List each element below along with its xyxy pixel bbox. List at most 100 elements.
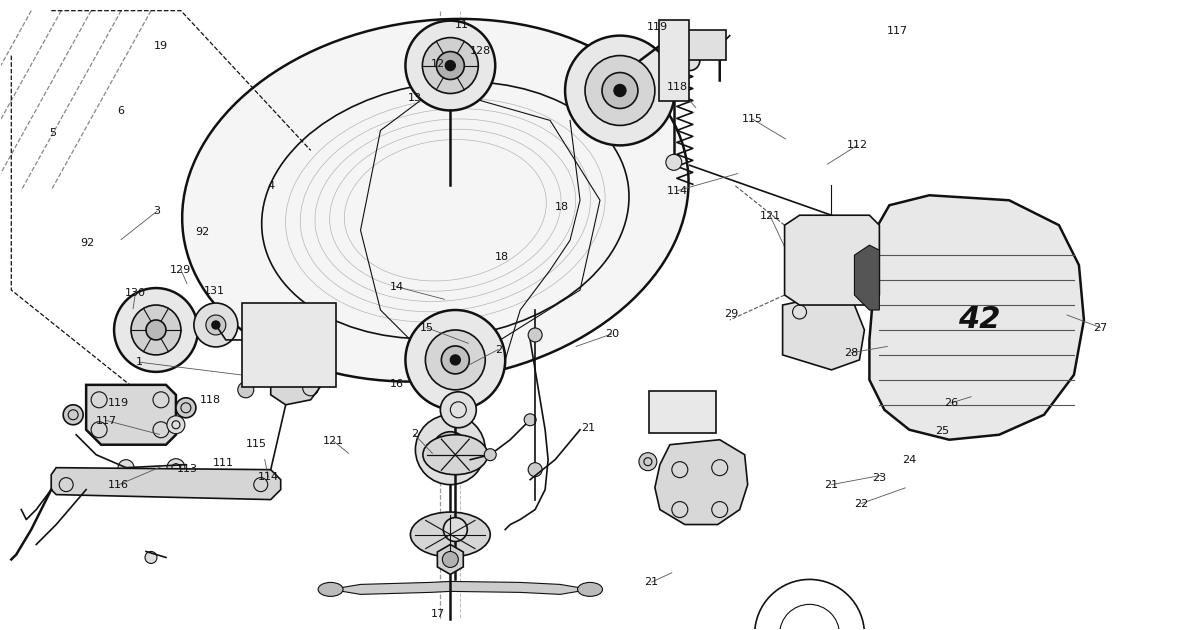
Text: 119: 119	[647, 22, 668, 32]
Circle shape	[432, 432, 468, 467]
Circle shape	[64, 405, 83, 425]
Circle shape	[437, 52, 464, 79]
Text: 21: 21	[581, 423, 595, 433]
Text: 18: 18	[494, 252, 509, 262]
Text: 114: 114	[258, 472, 278, 482]
Text: 4: 4	[268, 181, 275, 191]
Ellipse shape	[318, 582, 343, 597]
Text: 112: 112	[847, 140, 868, 151]
Polygon shape	[655, 440, 748, 525]
Text: 2: 2	[410, 430, 418, 440]
Text: 114: 114	[667, 185, 689, 195]
Text: 115: 115	[246, 439, 266, 449]
Circle shape	[524, 414, 536, 426]
Polygon shape	[854, 245, 880, 310]
Text: 21: 21	[824, 479, 838, 490]
Circle shape	[131, 305, 181, 355]
Text: 16: 16	[390, 379, 403, 389]
Text: 15: 15	[419, 323, 433, 333]
Circle shape	[445, 60, 455, 71]
Circle shape	[118, 460, 134, 476]
Circle shape	[415, 415, 485, 484]
FancyBboxPatch shape	[649, 391, 715, 433]
Text: 19: 19	[154, 41, 168, 51]
Text: 118: 118	[200, 395, 222, 405]
Text: 20: 20	[605, 329, 619, 339]
Text: 115: 115	[742, 114, 762, 124]
Polygon shape	[782, 295, 864, 370]
Text: 18: 18	[554, 202, 569, 212]
Circle shape	[443, 551, 458, 568]
Text: 128: 128	[469, 46, 491, 56]
Circle shape	[425, 330, 485, 390]
FancyBboxPatch shape	[684, 30, 726, 60]
Circle shape	[238, 382, 253, 398]
Text: 5: 5	[49, 128, 56, 138]
Text: 129: 129	[170, 265, 192, 275]
Text: 1: 1	[136, 357, 143, 367]
Text: 14: 14	[389, 282, 403, 292]
Circle shape	[442, 346, 469, 374]
Text: 28: 28	[845, 348, 858, 358]
Circle shape	[602, 72, 638, 108]
Circle shape	[565, 36, 674, 146]
Text: 25: 25	[935, 427, 949, 437]
Ellipse shape	[577, 582, 602, 597]
Text: 23: 23	[872, 473, 886, 483]
Circle shape	[443, 518, 467, 542]
Text: 17: 17	[431, 609, 445, 619]
Circle shape	[422, 38, 479, 93]
Circle shape	[680, 50, 700, 71]
Circle shape	[440, 392, 476, 428]
Text: 24: 24	[901, 455, 916, 464]
Text: 119: 119	[108, 398, 130, 408]
Circle shape	[666, 154, 682, 170]
Ellipse shape	[182, 19, 689, 382]
Text: 26: 26	[943, 398, 958, 408]
Text: 121: 121	[760, 210, 780, 220]
Text: 92: 92	[80, 238, 95, 248]
Polygon shape	[437, 544, 463, 575]
Text: 117: 117	[96, 416, 118, 426]
Text: 117: 117	[887, 26, 907, 36]
Text: 6: 6	[118, 106, 125, 116]
Text: 118: 118	[667, 83, 689, 93]
Text: 3: 3	[154, 206, 161, 216]
Ellipse shape	[422, 435, 487, 474]
Circle shape	[406, 310, 505, 410]
Polygon shape	[330, 581, 590, 594]
Circle shape	[614, 84, 626, 96]
Circle shape	[638, 453, 656, 471]
Polygon shape	[86, 385, 176, 445]
Circle shape	[206, 315, 226, 335]
Circle shape	[586, 55, 655, 125]
Circle shape	[528, 328, 542, 342]
Polygon shape	[271, 358, 325, 405]
Ellipse shape	[410, 512, 491, 557]
Polygon shape	[870, 195, 1084, 440]
Circle shape	[146, 320, 166, 340]
Text: 11: 11	[455, 20, 469, 30]
Circle shape	[450, 355, 461, 365]
Circle shape	[692, 399, 707, 413]
Polygon shape	[785, 215, 880, 305]
Circle shape	[212, 321, 220, 329]
Circle shape	[528, 462, 542, 477]
Circle shape	[176, 398, 196, 418]
Text: 29: 29	[725, 309, 739, 319]
Text: 131: 131	[204, 286, 224, 296]
Circle shape	[145, 551, 157, 563]
Polygon shape	[52, 467, 281, 500]
Circle shape	[658, 399, 672, 413]
Circle shape	[167, 416, 185, 433]
Circle shape	[485, 449, 497, 461]
Circle shape	[406, 21, 496, 110]
Text: 13: 13	[408, 93, 421, 103]
Text: 116: 116	[108, 479, 130, 490]
Text: 12: 12	[431, 59, 445, 69]
Text: 42: 42	[958, 306, 1001, 335]
Text: 92: 92	[196, 227, 210, 237]
Text: 2: 2	[494, 345, 502, 355]
Text: 21: 21	[644, 577, 659, 587]
Text: 27: 27	[1093, 323, 1108, 333]
